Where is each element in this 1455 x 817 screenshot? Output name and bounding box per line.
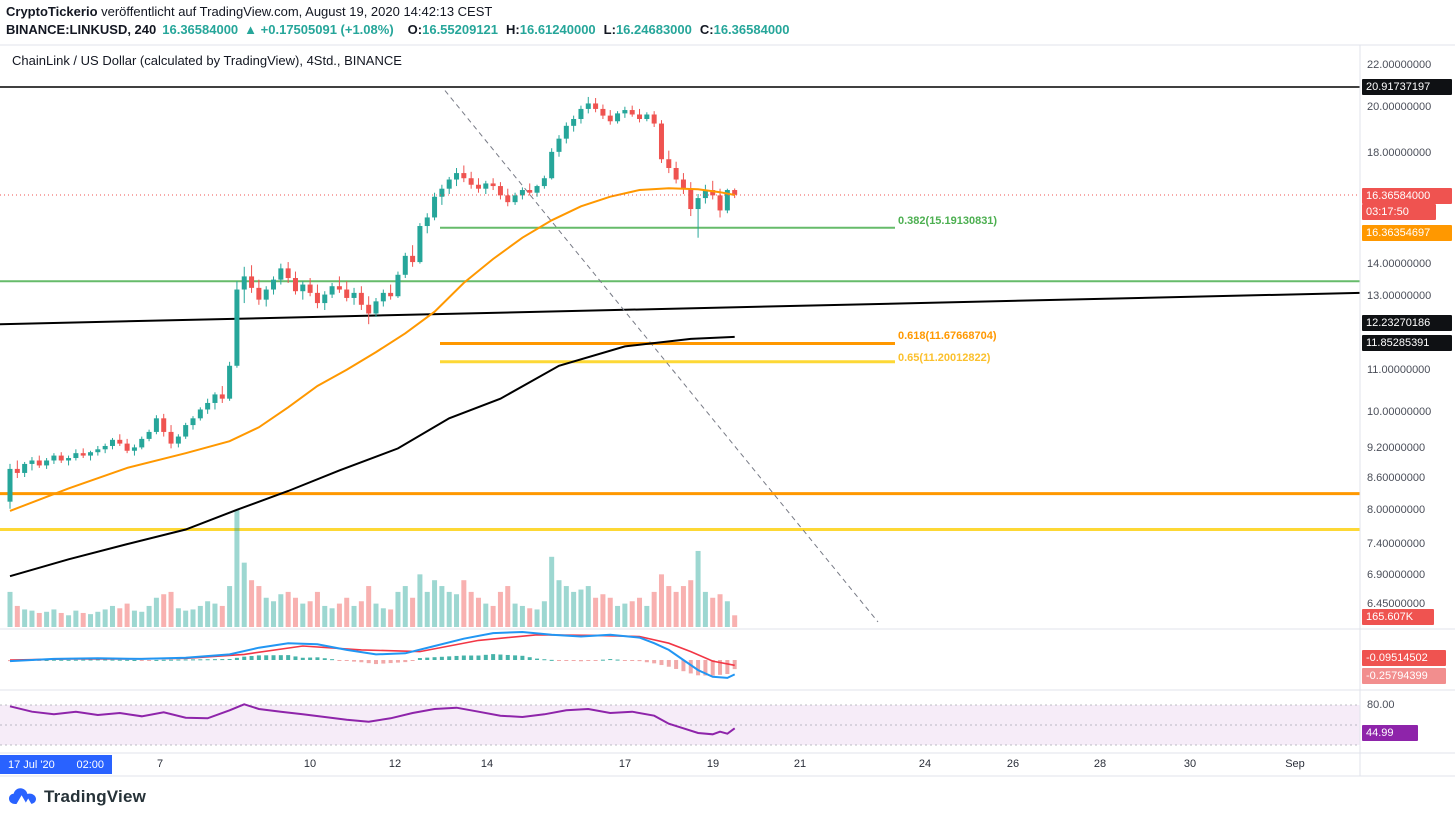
attribution-text: veröffentlicht auf TradingView.com, Augu… bbox=[97, 4, 493, 19]
first-bar-date-badge: 17 Jul '20 02:00 bbox=[0, 755, 112, 774]
y-axis-label: 13.00000000 bbox=[1367, 290, 1432, 302]
y-axis-label: 9.20000000 bbox=[1367, 442, 1426, 454]
chart-legend: ChainLink / US Dollar (calculated by Tra… bbox=[12, 53, 402, 68]
y-axis-label: 18.00000000 bbox=[1367, 147, 1432, 159]
symbol-name: BINANCE:LINKUSD, 240 bbox=[6, 22, 157, 37]
y-axis-label: 11.00000000 bbox=[1367, 364, 1431, 376]
close-value: 16.36584000 bbox=[713, 22, 790, 37]
time-axis-tick: 7 bbox=[156, 758, 164, 770]
price-badge: 16.36354697 bbox=[1362, 225, 1452, 241]
time-axis-tick: 14 bbox=[480, 758, 494, 770]
y-axis-label: 6.45000000 bbox=[1367, 598, 1426, 610]
y-axis-label: 8.60000000 bbox=[1367, 472, 1426, 484]
y-axis-label: 22.00000000 bbox=[1367, 59, 1432, 71]
low-label: L: bbox=[603, 22, 616, 37]
time-axis-tick: 24 bbox=[918, 758, 932, 770]
y-axis-label: 6.90000000 bbox=[1367, 569, 1426, 581]
close-label: C: bbox=[699, 22, 714, 37]
time-axis-tick: 12 bbox=[388, 758, 402, 770]
price-badge: -0.09514502 bbox=[1362, 650, 1446, 666]
price-change: ▲ +0.17505091 (+1.08%) bbox=[244, 22, 394, 37]
high-label: H: bbox=[506, 22, 520, 37]
time-axis-tick: 19 bbox=[706, 758, 720, 770]
price-badge: 03:17:50 bbox=[1362, 204, 1436, 220]
y-axis-label: 14.00000000 bbox=[1367, 258, 1432, 270]
author-name: CryptoTickerio bbox=[6, 4, 98, 19]
attribution-line: CryptoTickerio veröffentlicht auf Tradin… bbox=[6, 4, 492, 19]
y-axis-label: 10.00000000 bbox=[1367, 406, 1432, 418]
y-axis-label: 20.00000000 bbox=[1367, 101, 1432, 113]
brand-name: TradingView bbox=[44, 787, 147, 806]
price-badge: -0.25794399 bbox=[1362, 668, 1446, 684]
high-value: 16.61240000 bbox=[519, 22, 596, 37]
y-axis-label: 8.00000000 bbox=[1367, 504, 1426, 516]
time-axis-tick: Sep bbox=[1285, 758, 1305, 770]
price-badge: 16.36584000 bbox=[1362, 188, 1452, 204]
fib-0382-label: 0.382(15.19130831) bbox=[898, 215, 998, 227]
open-value: 16.55209121 bbox=[422, 22, 499, 37]
time-axis-tick: 28 bbox=[1093, 758, 1107, 770]
badge-date: 17 Jul '20 bbox=[8, 758, 55, 771]
time-axis-tick: 26 bbox=[1006, 758, 1020, 770]
last-price: 16.36584000 bbox=[162, 22, 239, 37]
price-badge: 20.91737197 bbox=[1362, 79, 1452, 95]
price-badge: 12.23270186 bbox=[1362, 315, 1452, 331]
price-badge: 11.85285391 bbox=[1362, 335, 1452, 351]
price-badge: 165.607K bbox=[1362, 609, 1434, 625]
low-value: 16.24683000 bbox=[615, 22, 692, 37]
time-axis-tick: 30 bbox=[1183, 758, 1197, 770]
y-axis-label: 7.40000000 bbox=[1367, 538, 1426, 550]
tradingview-logo[interactable]: TradingView bbox=[8, 787, 146, 807]
symbol-ohlc-line: BINANCE:LINKUSD, 240 16.36584000 ▲ +0.1750… bbox=[6, 22, 790, 37]
open-label: O: bbox=[407, 22, 423, 37]
time-axis-tick: 21 bbox=[793, 758, 807, 770]
cloud-mountain-icon bbox=[9, 788, 36, 804]
badge-time: 02:00 bbox=[76, 758, 104, 771]
time-axis-tick: 17 bbox=[618, 758, 632, 770]
y-axis-label: 80.00 bbox=[1367, 699, 1395, 711]
fib-0618-label: 0.618(11.67668704) bbox=[898, 330, 997, 342]
time-axis-tick: 10 bbox=[303, 758, 317, 770]
fib-065-label: 0.65(11.20012822) bbox=[898, 352, 991, 364]
price-badge: 44.99 bbox=[1362, 725, 1418, 741]
